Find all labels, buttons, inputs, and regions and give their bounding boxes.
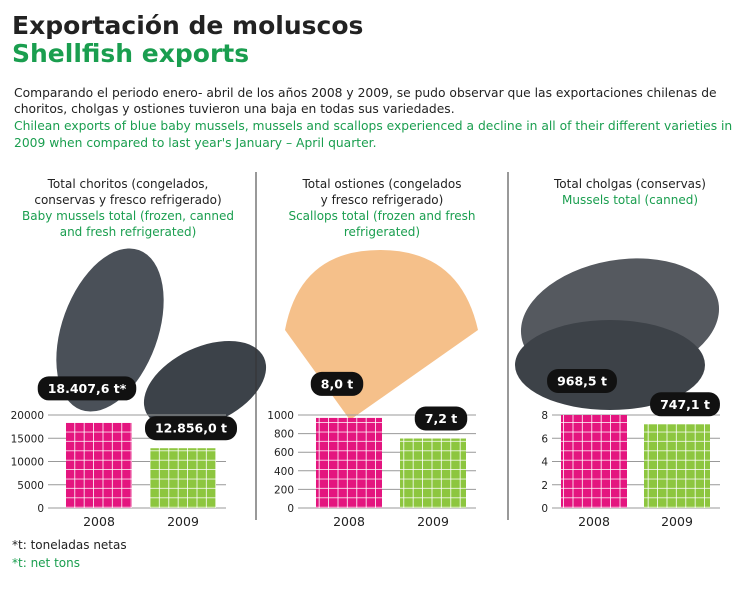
bar [644,424,710,508]
y-tick-label: 8 [541,410,548,422]
pill-bg [547,369,617,393]
y-tick-label: 800 [274,429,294,441]
panel-title: Total choritos (congelados, [47,177,209,191]
x-tick-label: 2009 [661,514,693,529]
panel-subtitle: and fresh refrigerated) [60,225,197,239]
y-tick-label: 20000 [11,410,44,422]
y-tick-label: 600 [274,447,294,459]
x-tick-label: 2008 [578,514,610,529]
description-en: 2009 when compared to last year's Januar… [14,136,376,150]
value-pill: 8,0 t [310,371,364,396]
x-tick-label: 2008 [83,514,115,529]
pill-bg [650,392,720,417]
mussel-shell [56,248,164,412]
mussel-shell [143,340,267,430]
description: Comparando el periodo enero- abril de lo… [14,86,717,100]
footnote-en: *t: net tons [12,556,80,570]
y-tick-label: 15000 [11,433,44,445]
value-pill: 747,1 t [650,392,720,417]
bar [561,415,627,508]
panel-title: Total ostiones (congelados [302,177,462,191]
bar [66,422,132,508]
bar [150,448,216,508]
x-tick-label: 2009 [167,514,199,529]
pill-bg [310,371,364,396]
panel-subtitle: refrigerated) [344,225,420,239]
y-tick-label: 5000 [17,480,44,492]
value-label: 18.407,6 t* [48,381,127,396]
x-tick-label: 2008 [333,514,365,529]
panel-subtitle: Baby mussels total (frozen, canned [22,209,234,223]
description-en: Chilean exports of blue baby mussels, mu… [14,119,732,133]
panel-title: conservas y fresco refrigerado) [34,193,221,207]
value-label: 747,1 t [660,397,710,412]
title: Exportación de moluscos [12,11,363,40]
y-tick-label: 0 [541,503,548,515]
y-tick-label: 4 [541,457,548,469]
value-label: 7,2 t [425,411,457,426]
y-tick-label: 6 [541,433,548,445]
y-tick-label: 0 [37,503,44,515]
y-tick-label: 200 [274,484,294,496]
pill-bg [37,376,137,401]
description: choritos, cholgas y ostiones tuvieron un… [14,102,455,116]
y-tick-label: 400 [274,466,294,478]
bar [316,417,382,508]
value-pill: 12.856,0 t [144,416,238,441]
value-label: 12.856,0 t [155,421,227,436]
value-pill: 18.407,6 t* [37,376,137,401]
pill-bg [414,406,468,431]
y-tick-label: 2 [541,480,548,492]
y-tick-label: 0 [287,503,294,515]
subtitle: Shellfish exports [12,39,249,68]
panel-subtitle: Scallops total (frozen and fresh [288,209,475,223]
panel-subtitle: Mussels total (canned) [562,193,698,207]
panel-title: y fresco refrigerado) [321,193,444,207]
footnote: *t: toneladas netas [12,538,127,552]
scallop-shell [285,250,478,420]
panel-title: Total cholgas (conservas) [553,177,706,191]
value-label: 968,5 t [557,374,607,389]
value-label: 8,0 t [321,376,353,391]
pill-bg [144,416,238,441]
y-tick-label: 10000 [11,457,44,469]
value-pill: 7,2 t [414,406,468,431]
x-tick-label: 2009 [417,514,449,529]
value-pill: 968,5 t [547,369,617,393]
bar [400,438,466,508]
y-tick-label: 1000 [267,410,294,422]
